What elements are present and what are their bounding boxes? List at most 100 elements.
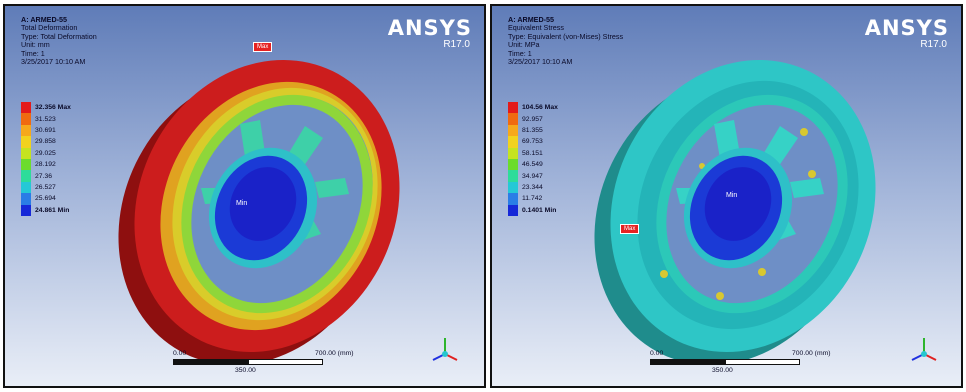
result-name: Equivalent Stress (508, 23, 564, 33)
legend-entry: 29.025 (21, 147, 71, 159)
legend-swatch (508, 124, 518, 137)
ansys-version: R17.0 (920, 39, 947, 50)
legend-label: 28.192 (35, 161, 56, 169)
legend-label: 104.56 Max (522, 104, 558, 112)
ansys-logo: ANSYS R17.0 (864, 16, 949, 51)
legend-entry: 104.56 Max (508, 102, 558, 114)
legend-swatch (21, 181, 31, 194)
legend-label: 26.527 (35, 183, 56, 191)
analysis-name: A: ARMED-55 (508, 15, 555, 24)
legend-entry: 92.957 (508, 113, 558, 125)
min-probe-label: Min (726, 192, 738, 199)
deformation-model-render[interactable] (5, 6, 486, 388)
stress-model-render[interactable] (492, 6, 963, 388)
result-type: Type: Equivalent (von-Mises) Stress (508, 31, 624, 41)
scale-bar-light (248, 359, 323, 365)
scale-start: 0.00 (650, 350, 664, 357)
legend-entry: 11.742 (508, 193, 558, 205)
stress-viewport[interactable]: A: ARMED-55 Equivalent Stress Type: Equi… (490, 4, 963, 388)
legend-label: 31.523 (35, 115, 56, 123)
result-unit: Unit: MPa (508, 40, 540, 50)
web-ring (656, 94, 848, 314)
web-ring (181, 94, 373, 314)
result-time: Time: 1 (508, 48, 532, 58)
scale-end: 700.00 (mm) (315, 350, 354, 357)
legend-label: 69.753 (522, 138, 543, 146)
min-probe-label: Min (236, 200, 248, 207)
deformation-viewport[interactable]: A: ARMED-55 Total Deformation Type: Tota… (3, 4, 486, 388)
legend-label: 46.549 (522, 161, 543, 169)
legend-label: 23.344 (522, 183, 543, 191)
legend-entry: 46.549 (508, 158, 558, 171)
scale-mid: 350.00 (235, 367, 256, 374)
legend-label: 29.025 (35, 149, 56, 157)
legend-swatch (508, 102, 518, 114)
result-time: Time: 1 (21, 48, 45, 58)
legend-swatch (508, 181, 518, 194)
axis-triad (911, 338, 937, 361)
legend-entry: 28.192 (21, 158, 71, 171)
analysis-name: A: ARMED-55 (21, 15, 68, 24)
result-timestamp: 3/25/2017 10:10 AM (21, 57, 86, 67)
scale-bar-light (725, 359, 800, 365)
result-timestamp: 3/25/2017 10:10 AM (508, 57, 573, 67)
scale-bar-dark (650, 359, 725, 365)
legend-swatch (508, 204, 518, 216)
legend-swatch (21, 102, 31, 114)
result-header: A: ARMED-55 Equivalent Stress Type: Equi… (508, 15, 624, 67)
legend-label: 30.691 (35, 126, 56, 134)
legend-swatch (508, 170, 518, 182)
ansys-logo-text: ANSYS (864, 16, 949, 40)
legend-entry: 81.355 (508, 124, 558, 137)
hub-center (704, 167, 772, 241)
contour-legend[interactable]: 104.56 Max 92.957 81.355 69.753 58.151 46.549… (508, 102, 558, 216)
result-unit: Unit: mm (21, 40, 50, 50)
legend-swatch (508, 193, 518, 205)
legend-swatch (508, 113, 518, 125)
max-probe-label: Max (620, 224, 640, 234)
legend-label: 92.957 (522, 115, 543, 123)
legend-entry: 25.694 (21, 193, 71, 205)
legend-swatch (21, 193, 31, 205)
legend-entry: 29.858 (21, 136, 71, 148)
legend-label: 81.355 (522, 126, 543, 134)
legend-swatch (21, 204, 31, 216)
result-header: A: ARMED-55 Total Deformation Type: Tota… (21, 15, 97, 67)
legend-swatch (508, 136, 518, 148)
scale-end: 700.00 (mm) (792, 350, 831, 357)
legend-swatch (21, 136, 31, 148)
legend-entry: 32.356 Max (21, 102, 71, 114)
legend-swatch (21, 147, 31, 159)
legend-label: 27.36 (35, 172, 53, 180)
scale-start: 0.00 (173, 350, 187, 357)
legend-label: 58.151 (522, 149, 543, 157)
legend-entry: 69.753 (508, 136, 558, 148)
axis-triad (432, 338, 458, 361)
legend-entry: 26.527 (21, 181, 71, 194)
legend-entry: 31.523 (21, 113, 71, 125)
legend-entry: 34.947 (508, 170, 558, 182)
ansys-version: R17.0 (443, 39, 470, 50)
ansys-logo-text: ANSYS (387, 16, 472, 40)
max-probe-label: Max (253, 42, 273, 52)
legend-entry: 58.151 (508, 147, 558, 159)
legend-label: 32.356 Max (35, 104, 71, 112)
legend-label: 34.947 (522, 172, 543, 180)
legend-entry: 24.861 Min (21, 204, 71, 216)
legend-entry: 23.344 (508, 181, 558, 194)
legend-swatch (21, 113, 31, 125)
result-name: Total Deformation (21, 23, 78, 33)
stress-hotspots (660, 128, 816, 300)
legend-swatch (508, 158, 518, 171)
legend-entry: 27.36 (21, 170, 71, 182)
legend-label: 25.694 (35, 195, 56, 203)
legend-swatch (21, 170, 31, 182)
contour-legend[interactable]: 32.356 Max 31.523 30.691 29.858 29.025 28.192… (21, 102, 71, 216)
legend-label: 29.858 (35, 138, 56, 146)
legend-entry: 30.691 (21, 124, 71, 137)
legend-entry: 0.1401 Min (508, 204, 558, 216)
legend-swatch (21, 158, 31, 171)
ansys-logo: ANSYS R17.0 (387, 16, 472, 51)
legend-label: 0.1401 Min (522, 206, 557, 214)
legend-swatch (508, 147, 518, 159)
